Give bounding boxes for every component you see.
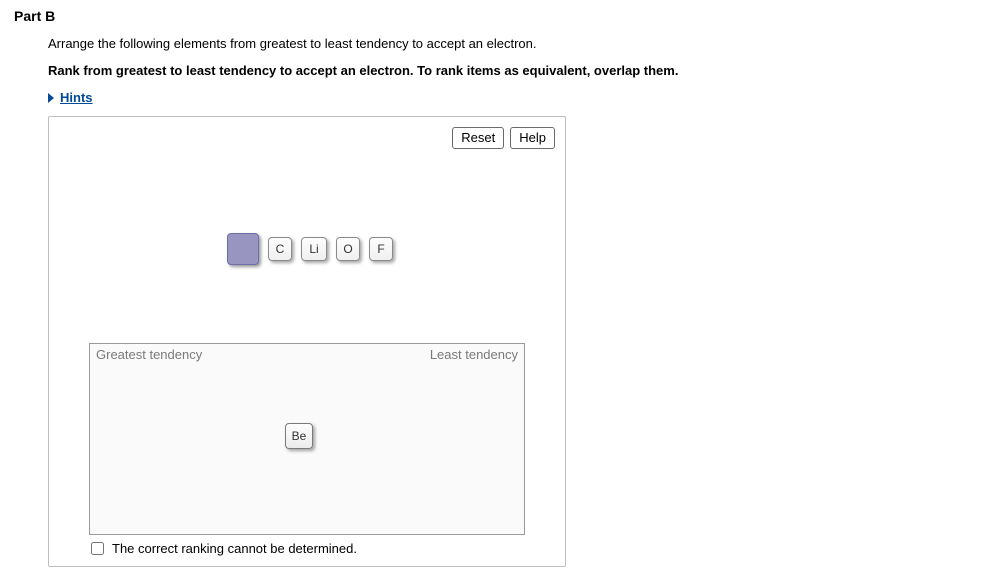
tile-selected-blank[interactable] <box>227 233 259 265</box>
zone-label-greatest: Greatest tendency <box>96 347 202 362</box>
reset-button[interactable]: Reset <box>452 127 504 149</box>
cannot-determine-checkbox[interactable] <box>91 542 104 555</box>
instruction-bold: Rank from greatest to least tendency to … <box>48 63 982 78</box>
hints-link: Hints <box>60 90 93 105</box>
tile-li[interactable]: Li <box>301 237 327 261</box>
triangle-right-icon <box>48 93 54 103</box>
tile-o[interactable]: O <box>336 237 360 261</box>
instruction-text: Arrange the following elements from grea… <box>48 36 982 51</box>
ranking-widget: Reset Help C Li O F Greatest tendency Le… <box>48 116 566 567</box>
widget-toolbar: Reset Help <box>452 127 555 149</box>
tile-be[interactable]: Be <box>285 423 313 449</box>
zone-label-least: Least tendency <box>430 347 518 362</box>
hints-toggle[interactable]: Hints <box>48 90 93 105</box>
help-button[interactable]: Help <box>510 127 555 149</box>
tile-f[interactable]: F <box>369 237 393 261</box>
part-title: Part B <box>14 8 982 24</box>
tile-c[interactable]: C <box>268 237 292 261</box>
cannot-determine-label: The correct ranking cannot be determined… <box>112 541 357 556</box>
